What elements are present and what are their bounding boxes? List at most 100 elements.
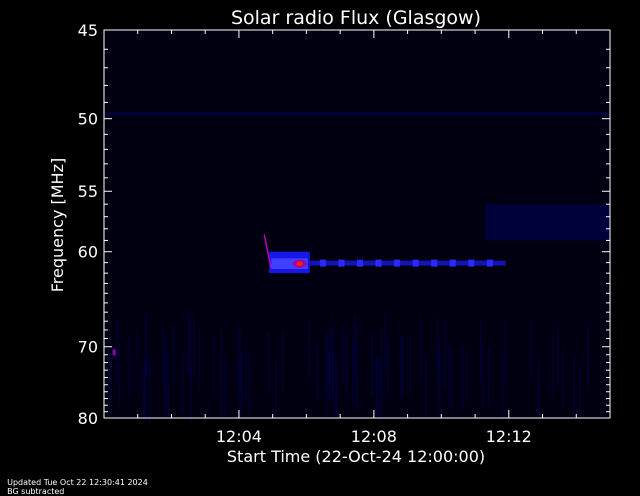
noise-striation xyxy=(466,345,469,407)
noise-striation xyxy=(190,361,192,424)
noise-striation xyxy=(145,315,148,378)
noise-striation xyxy=(438,356,440,418)
noise-striation xyxy=(164,357,167,420)
noise-striation xyxy=(587,329,589,391)
noise-striation xyxy=(345,334,348,396)
y-tick-label: 80 xyxy=(78,409,98,428)
noise-striation xyxy=(342,324,344,387)
noise-striation xyxy=(448,345,451,408)
plot-frame xyxy=(103,29,611,419)
noise-striation xyxy=(181,351,184,414)
noise-striation xyxy=(402,333,404,396)
noise-striation xyxy=(281,330,284,393)
noise-striation xyxy=(143,357,145,419)
burst-tail-blob xyxy=(486,259,493,267)
burst-peak xyxy=(296,261,303,267)
burst-tail-blob xyxy=(375,259,382,267)
noise-striation xyxy=(377,358,379,420)
noise-striation xyxy=(384,313,387,375)
noise-striation xyxy=(189,314,191,376)
bg-subtracted-note: BG subtracted xyxy=(7,487,65,496)
noise-striation xyxy=(355,348,358,410)
burst-tail-blob xyxy=(468,259,475,267)
diffuse-patch xyxy=(485,204,610,241)
noise-striation xyxy=(335,361,338,423)
y-tick-label: 70 xyxy=(78,338,98,357)
burst-tail-blob xyxy=(319,259,326,267)
noise-striation xyxy=(371,334,373,396)
y-axis: 45 50 55 60 70 80 xyxy=(78,21,610,428)
y-tick-label: 50 xyxy=(78,110,98,129)
heatmap-layer xyxy=(104,112,610,424)
noise-striation xyxy=(144,359,146,421)
y-tick-label: 45 xyxy=(78,21,98,40)
noise-striation xyxy=(128,334,130,396)
noise-striation xyxy=(436,316,439,378)
burst-tail xyxy=(309,260,506,266)
noise-striation xyxy=(579,361,581,423)
burst-tail-blob xyxy=(338,259,345,267)
noise-striation xyxy=(187,312,189,374)
noise-striation xyxy=(379,362,382,424)
spectrogram-chart: 45 50 55 60 70 80 12:04 12:08 12:12 Solar radio… xyxy=(48,7,611,466)
noise-striation xyxy=(400,335,402,397)
x-axis: 12:04 12:08 12:12 xyxy=(137,30,577,446)
y-tick-label: 60 xyxy=(78,243,98,262)
interference-band xyxy=(104,112,610,116)
noise-striation xyxy=(502,358,504,420)
noise-striation xyxy=(149,362,151,424)
footer: Updated Tue Oct 22 12:30:41 2024 BG subt… xyxy=(2,469,162,496)
noise-striation xyxy=(136,331,138,393)
noise-striation xyxy=(172,324,175,386)
noise-striation xyxy=(224,357,227,419)
drift-streak xyxy=(263,234,272,269)
noise-striation xyxy=(116,320,118,382)
noise-striation xyxy=(118,343,121,405)
burst-tail-blob xyxy=(357,259,363,267)
noise-striation xyxy=(443,327,446,389)
noise-striation xyxy=(375,354,378,416)
noise-striation xyxy=(240,351,243,413)
noise-striation xyxy=(245,337,247,400)
noise-striation xyxy=(198,328,200,390)
updated-timestamp: Updated Tue Oct 22 12:30:41 2024 xyxy=(7,478,148,487)
noise-striation xyxy=(352,341,354,403)
noise-striation xyxy=(552,334,554,396)
noise-striation xyxy=(220,328,223,390)
noise-striation xyxy=(274,359,277,421)
burst-core-bright xyxy=(271,258,308,269)
noise-striation xyxy=(353,315,356,377)
noise-striation xyxy=(487,346,490,408)
noise-striation xyxy=(247,352,250,414)
burst-tail-blob xyxy=(394,259,401,267)
noise-striation xyxy=(557,326,560,388)
noise-striation xyxy=(461,348,464,410)
noise-striation xyxy=(193,314,195,377)
noise-striation xyxy=(329,324,332,386)
x-tick-label: 12:04 xyxy=(216,427,262,446)
chart-title: Solar radio Flux (Glasgow) xyxy=(231,7,481,29)
x-tick-label: 12:12 xyxy=(486,427,532,446)
noise-striation xyxy=(267,331,270,393)
noise-striation xyxy=(562,347,565,409)
y-tick-label: 55 xyxy=(78,182,98,201)
burst-tail-blob xyxy=(449,259,456,267)
noise-striation xyxy=(308,318,310,380)
noise-striation xyxy=(419,316,422,379)
noise-striation xyxy=(326,332,328,394)
noise-striation xyxy=(401,336,403,399)
x-tick-label: 12:08 xyxy=(351,427,397,446)
noise-striation xyxy=(212,333,215,395)
noise-striation xyxy=(572,356,575,418)
noise-striation xyxy=(538,361,540,423)
noise-striation xyxy=(334,356,337,418)
noise-striation xyxy=(482,345,484,407)
noise-striation xyxy=(332,350,334,412)
spot xyxy=(112,349,116,356)
noise-striation xyxy=(425,354,427,416)
noise-striation xyxy=(409,333,411,395)
noise-striation xyxy=(530,320,533,382)
x-axis-label: Start Time (22-Oct-24 12:00:00) xyxy=(227,447,485,466)
noise-striation xyxy=(316,340,318,403)
noise-striation xyxy=(451,350,453,412)
